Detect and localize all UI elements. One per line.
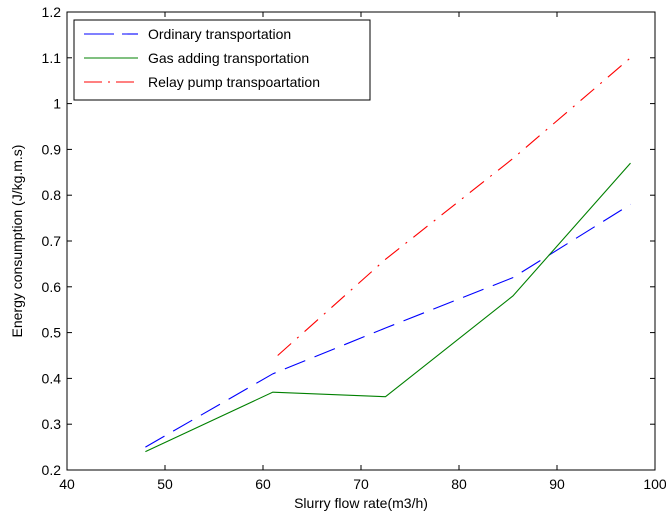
- y-tick-label: 1.1: [42, 50, 62, 66]
- series-line-1: [145, 203, 631, 448]
- x-tick-label: 80: [451, 476, 467, 492]
- axis-ticks: 40 50 60 70 80 90 100 0.2 0.3 0.4 0.5 0.6 0.7 0.8 0.9 1…: [42, 4, 666, 492]
- series-layer: [145, 57, 631, 453]
- x-axis-label: Slurry flow rate(m3/h): [294, 495, 428, 511]
- x-tick-label: 100: [643, 476, 666, 492]
- legend-label-2: Gas adding transportation: [148, 50, 309, 66]
- series-line-3: [277, 57, 631, 356]
- legend: Ordinary transportation Gas adding transp…: [73, 19, 371, 101]
- y-axis-label: Energy consumption (J/kg.m.s): [9, 145, 25, 338]
- legend-label-1: Ordinary transportation: [148, 26, 291, 42]
- y-tick-label: 0.5: [42, 325, 62, 341]
- series-line-2: [145, 162, 631, 453]
- y-tick-label: 0.7: [42, 233, 62, 249]
- y-tick-label: 0.8: [42, 187, 62, 203]
- y-tick-label: 0.6: [42, 279, 62, 295]
- y-tick-label: 0.9: [42, 141, 62, 157]
- x-tick-label: 60: [255, 476, 271, 492]
- y-tick-label: 0.3: [42, 416, 62, 432]
- x-tick-label: 50: [157, 476, 173, 492]
- y-tick-label: 1.2: [42, 4, 62, 20]
- x-tick-label: 90: [549, 476, 565, 492]
- legend-label-3: Relay pump transpoartation: [148, 74, 320, 90]
- x-tick-label: 70: [353, 476, 369, 492]
- legend-box: [73, 19, 371, 101]
- y-tick-label: 1: [53, 96, 61, 112]
- y-tick-label: 0.4: [42, 370, 62, 386]
- y-tick-label: 0.2: [42, 462, 62, 478]
- x-tick-label: 40: [59, 476, 75, 492]
